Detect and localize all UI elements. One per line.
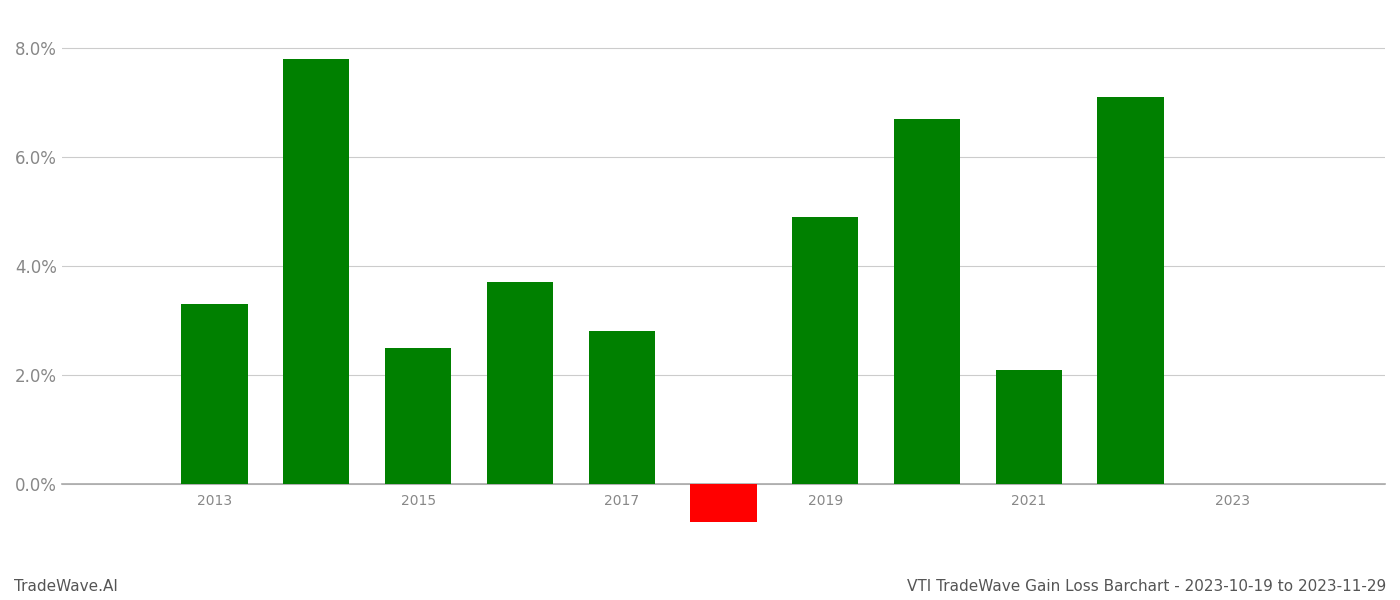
Bar <box>588 331 655 484</box>
Bar <box>385 348 451 484</box>
Bar <box>1098 97 1163 484</box>
Bar <box>283 59 350 484</box>
Bar <box>895 119 960 484</box>
Bar <box>792 217 858 484</box>
Text: VTI TradeWave Gain Loss Barchart - 2023-10-19 to 2023-11-29: VTI TradeWave Gain Loss Barchart - 2023-… <box>907 579 1386 594</box>
Bar <box>487 282 553 484</box>
Bar <box>690 484 756 522</box>
Bar <box>182 304 248 484</box>
Bar <box>995 370 1061 484</box>
Text: TradeWave.AI: TradeWave.AI <box>14 579 118 594</box>
